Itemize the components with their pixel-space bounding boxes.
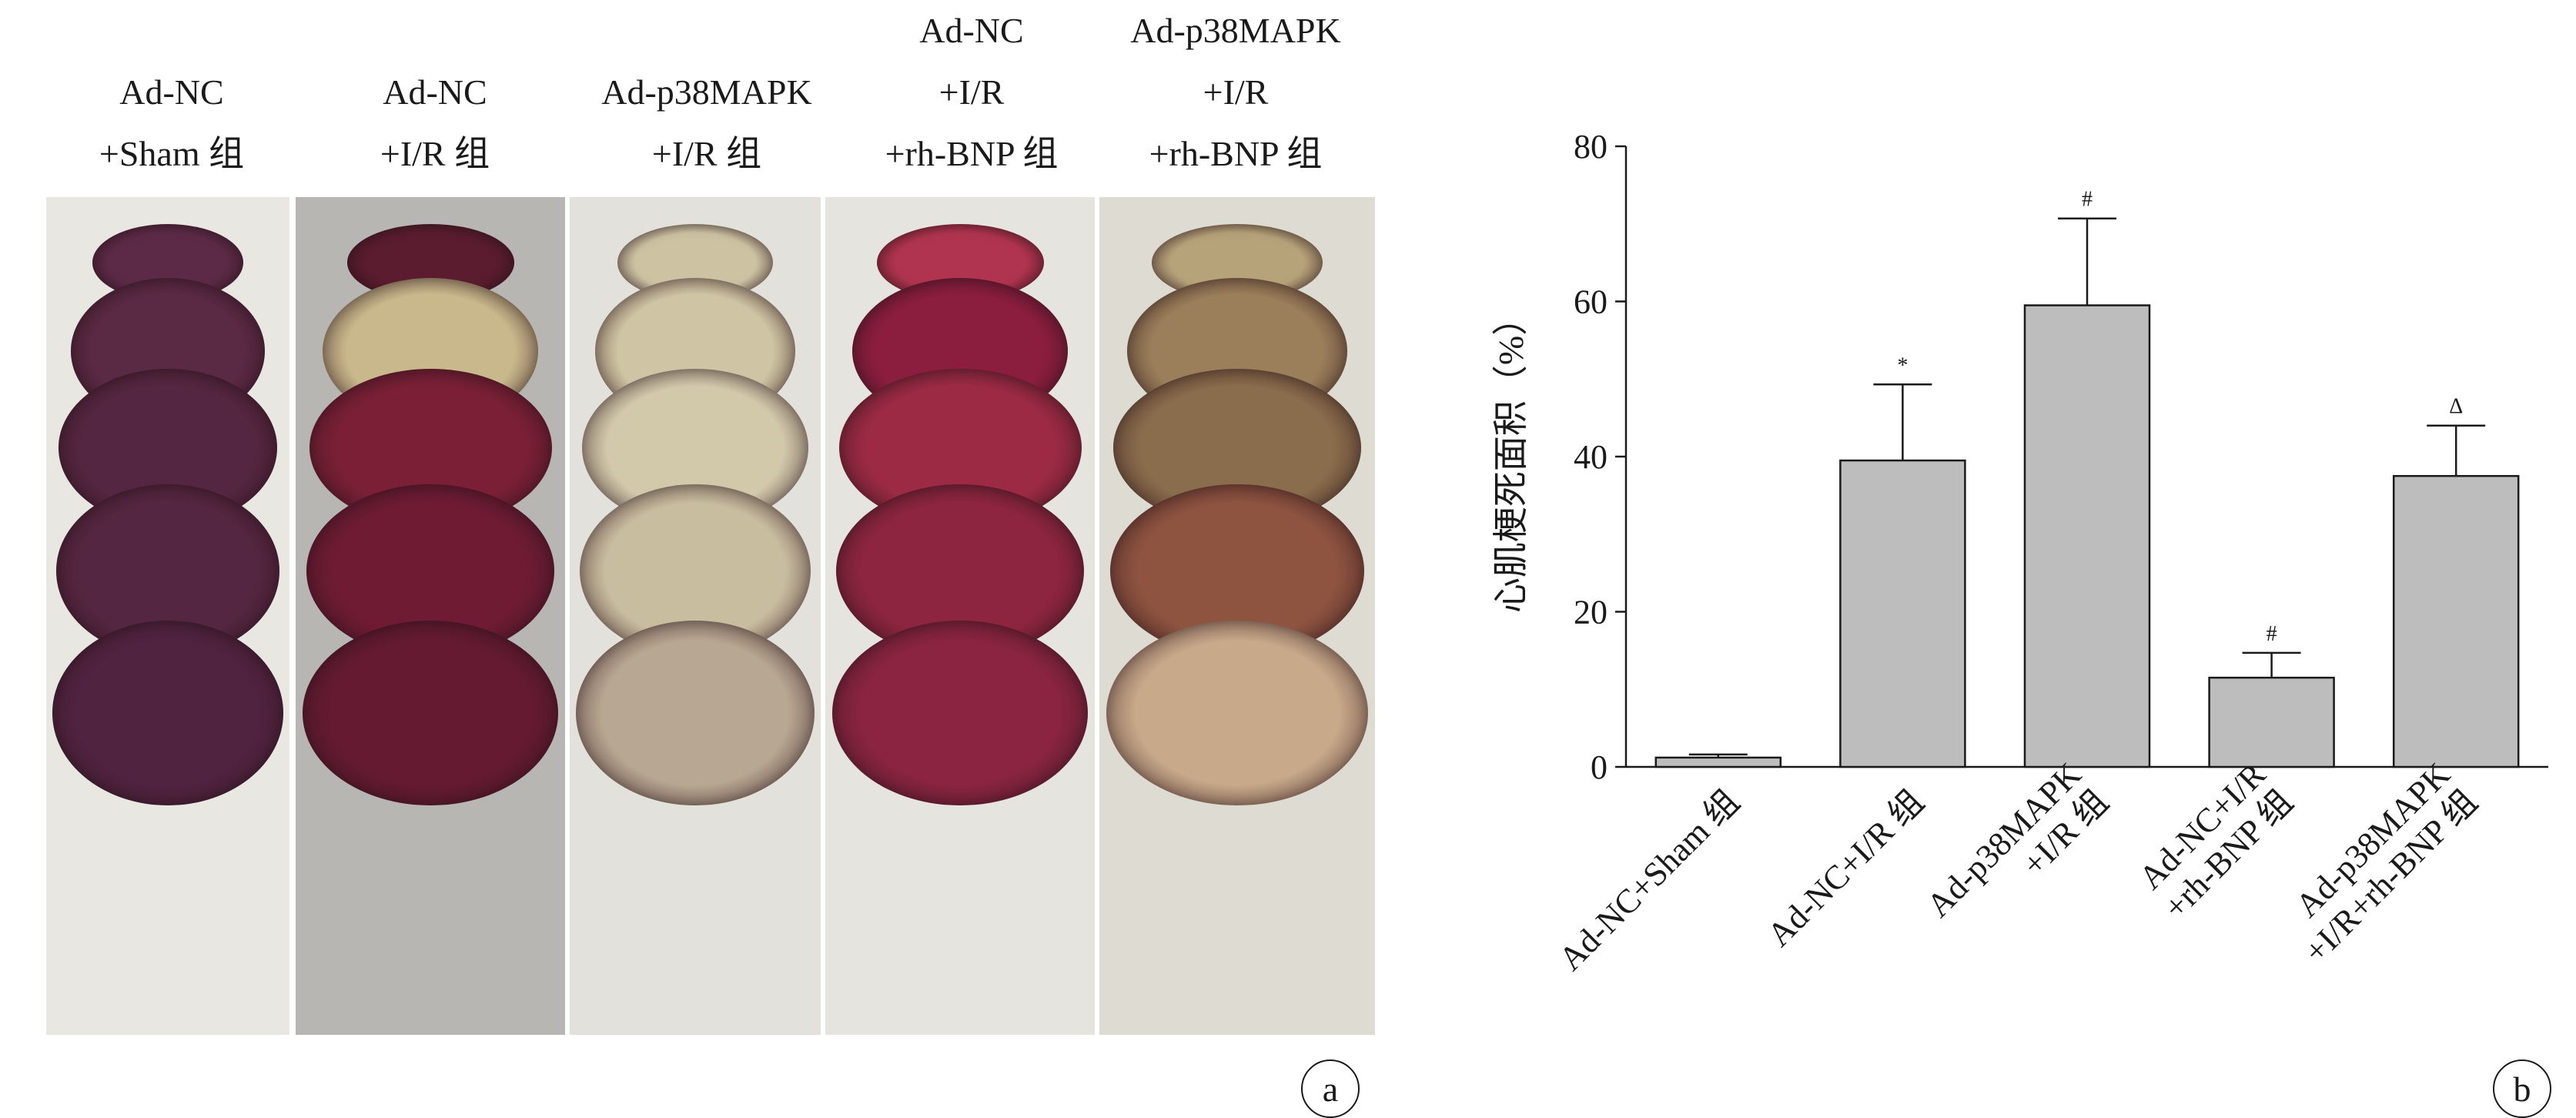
x-tick-label: Ad-p38MAPK+I/R 组: [1919, 755, 2116, 952]
x-tick-label: Ad-NC+Sham 组: [1551, 782, 1747, 978]
tissue-photo: [570, 197, 821, 1035]
column-header-line: Ad-p38MAPK: [601, 72, 812, 112]
y-tick-label: 0: [1591, 748, 1607, 786]
panel-label-b: b: [2493, 1059, 2551, 1118]
heart-slice: [52, 621, 284, 805]
column-header: Ad-NC +I/R 组: [281, 0, 589, 185]
significance-marker: Δ: [2449, 395, 2463, 419]
tissue-photo-panel: Ad-NC +Sham 组 Ad-NC +I/R 组 Ad-p38MAPK +I/R …: [18, 0, 1375, 1035]
column-header-line: +I/R: [1203, 72, 1269, 112]
column-header-line: +I/R 组: [380, 134, 490, 173]
significance-marker: *: [1897, 353, 1908, 377]
column-header-line: [281, 0, 589, 62]
x-tick-label: Ad-p38MAPK+I/R+rh-BNP 组: [2270, 755, 2485, 971]
column-header: Ad-p38MAPK +I/R +rh-BNP 组: [1082, 0, 1390, 185]
column-header-line: Ad-NC: [383, 72, 487, 112]
y-tick-label: 60: [1574, 283, 1607, 321]
column-header-line: +rh-BNP 组: [885, 134, 1059, 173]
column-header-line: Ad-p38MAPK: [1130, 11, 1341, 50]
infarct-size-bar-chart: 0 20 40 60 80 心肌梗死面积（%） Ad-NC+Sham 组 * Ad-NC+I/R…: [1491, 128, 2548, 978]
bar: [1654, 756, 1782, 768]
column-header: Ad-NC +Sham 组: [18, 0, 326, 185]
panel-label-a: a: [1301, 1059, 1360, 1118]
column-header-line: Ad-NC: [119, 72, 224, 112]
significance-marker: #: [2267, 622, 2277, 646]
bar: [2392, 474, 2520, 768]
y-axis-title: 心肌梗死面积（%）: [1491, 300, 1531, 613]
x-tick-label: Ad-NC+I/R+rh-BNP 组: [2129, 755, 2301, 927]
column-header-line: +I/R: [938, 72, 1005, 112]
column-header: Ad-p38MAPK +I/R 组: [553, 0, 861, 185]
heart-slice: [302, 621, 559, 805]
y-tick-label: 40: [1574, 438, 1607, 476]
bar: [2208, 676, 2335, 768]
heart-slice: [576, 621, 815, 805]
tissue-photo: [1099, 197, 1375, 1035]
x-tick-label-line: Ad-NC+Sham 组: [1551, 782, 1747, 978]
column-header-line: +I/R 组: [651, 134, 762, 173]
column-header-line: Ad-NC: [919, 11, 1024, 50]
bar: [1839, 459, 1966, 768]
x-tick-label: Ad-NC+I/R 组: [1760, 782, 1931, 953]
y-tick-label: 20: [1574, 594, 1607, 631]
significance-marker: #: [2082, 188, 2093, 212]
x-tick-label-line: Ad-NC+I/R 组: [1760, 782, 1931, 953]
column-header-line: [18, 0, 326, 62]
column-header-line: +rh-BNP 组: [1149, 134, 1323, 173]
column-header-line: +Sham 组: [99, 134, 245, 173]
heart-slice: [1106, 621, 1369, 805]
bar: [2023, 304, 2151, 768]
tissue-photo: [46, 197, 289, 1035]
y-tick-label: 80: [1574, 128, 1607, 166]
heart-slice: [831, 621, 1089, 805]
tissue-photo: [296, 197, 565, 1035]
column-header-line: [553, 0, 861, 62]
tissue-photo: [825, 197, 1095, 1035]
column-header: Ad-NC +I/R +rh-BNP 组: [818, 0, 1126, 185]
bar-chart-panel: 0 20 40 60 80 心肌梗死面积（%） Ad-NC+Sham 组 * Ad-NC+I/R…: [1386, 0, 2576, 1113]
